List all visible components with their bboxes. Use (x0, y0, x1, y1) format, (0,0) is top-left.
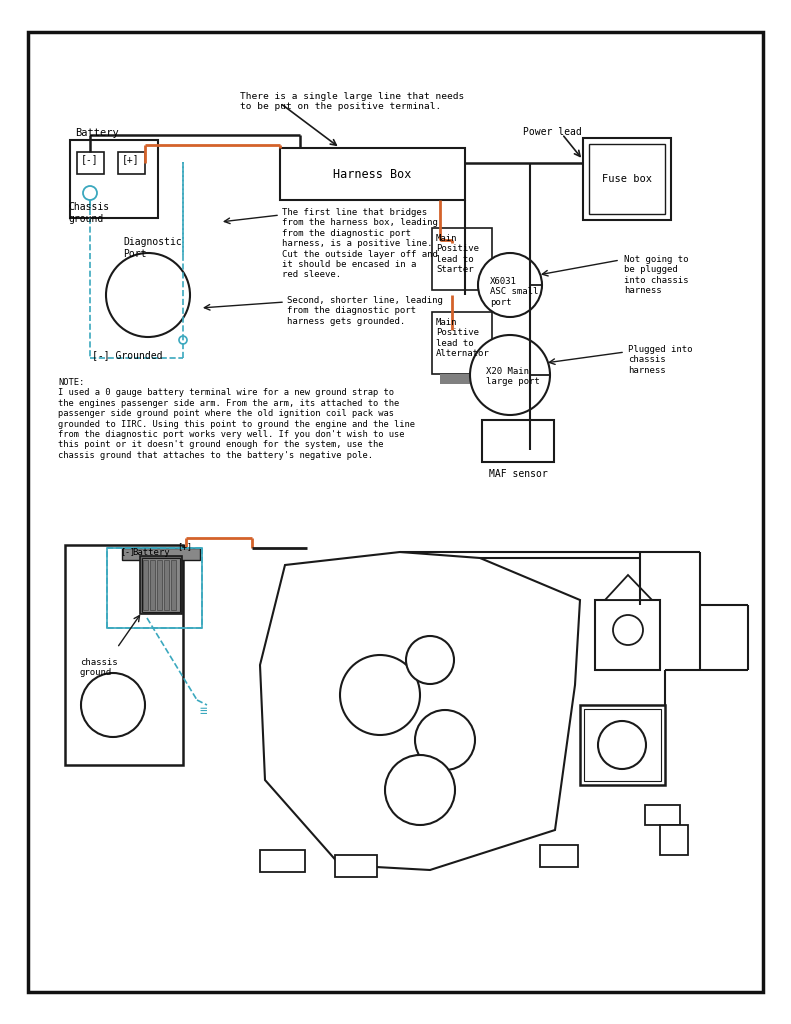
Bar (660, 825, 688, 855)
Text: Main
Positive
lead to
Starter: Main Positive lead to Starter (436, 234, 479, 274)
Bar (77, 152, 104, 174)
Bar (140, 556, 182, 614)
Polygon shape (260, 552, 580, 870)
Text: There is a single large line that needs
to be put on the positive terminal.: There is a single large line that needs … (240, 92, 464, 112)
Circle shape (478, 253, 542, 317)
Text: MAF sensor: MAF sensor (489, 469, 547, 479)
Bar (645, 805, 680, 825)
Text: Power lead: Power lead (523, 127, 581, 137)
Bar (589, 144, 665, 214)
Circle shape (106, 253, 190, 337)
Bar (260, 850, 305, 872)
Circle shape (415, 710, 475, 770)
Circle shape (385, 755, 455, 825)
Bar (580, 705, 665, 785)
Circle shape (83, 186, 97, 200)
Text: [-]: [-] (81, 154, 99, 164)
Text: The first line that bridges
from the harness box, leading
from the diagnostic po: The first line that bridges from the har… (282, 208, 438, 280)
Bar (164, 560, 169, 610)
Bar (107, 548, 202, 628)
Text: [+]: [+] (122, 154, 140, 164)
Bar (70, 140, 158, 218)
Bar (142, 558, 180, 612)
Text: Not going to
be plugged
into chassis
harness: Not going to be plugged into chassis har… (624, 255, 688, 295)
Bar (150, 560, 155, 610)
Bar (595, 600, 660, 670)
Bar (584, 709, 661, 781)
Text: Diagnostic
Port: Diagnostic Port (123, 237, 182, 259)
Text: [-]: [-] (120, 547, 135, 556)
Bar (440, 374, 484, 384)
Circle shape (598, 721, 646, 769)
Text: Battery: Battery (75, 128, 119, 138)
Text: Harness Box: Harness Box (333, 168, 411, 180)
Circle shape (340, 655, 420, 735)
Bar (143, 560, 148, 610)
Text: [-] Grounded: [-] Grounded (92, 350, 162, 360)
Circle shape (470, 335, 550, 415)
Bar (280, 148, 465, 200)
Text: Battery: Battery (132, 548, 169, 557)
Bar (171, 560, 176, 610)
Text: chassis
ground: chassis ground (80, 658, 118, 678)
Text: [+]: [+] (177, 542, 192, 551)
Bar (118, 152, 145, 174)
Text: Plugged into
chassis
harness: Plugged into chassis harness (628, 345, 692, 375)
Bar (540, 845, 578, 867)
Text: X6031
ASC small
port: X6031 ASC small port (490, 278, 539, 307)
Circle shape (179, 336, 187, 344)
Bar (482, 420, 554, 462)
Text: Main
Positive
lead to
Alternator: Main Positive lead to Alternator (436, 318, 490, 358)
Bar (432, 312, 492, 374)
Bar (122, 548, 200, 560)
Bar (432, 228, 492, 290)
Text: ≡: ≡ (199, 705, 206, 718)
Text: X20 Main
large port: X20 Main large port (486, 367, 539, 386)
Polygon shape (605, 575, 652, 600)
Bar (583, 138, 671, 220)
Text: Chassis
ground: Chassis ground (68, 202, 109, 223)
Bar (65, 545, 183, 765)
Circle shape (406, 636, 454, 684)
Bar (335, 855, 377, 877)
Bar (157, 560, 162, 610)
Text: Second, shorter line, leading
from the diagnostic port
harness gets grounded.: Second, shorter line, leading from the d… (287, 296, 443, 326)
Circle shape (613, 615, 643, 645)
Text: Fuse box: Fuse box (602, 174, 652, 184)
Text: NOTE:
I used a 0 gauge battery terminal wire for a new ground strap to
the engin: NOTE: I used a 0 gauge battery terminal … (58, 378, 415, 460)
Circle shape (81, 673, 145, 737)
